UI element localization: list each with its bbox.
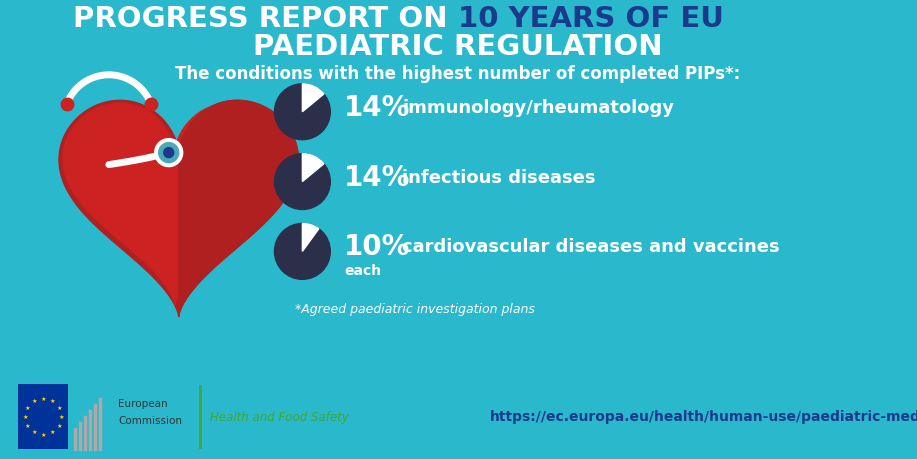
Text: ★: ★ — [56, 406, 61, 410]
Circle shape — [274, 84, 330, 140]
Circle shape — [274, 224, 330, 280]
Text: immunology/rheumatology: immunology/rheumatology — [403, 99, 674, 117]
Text: ★: ★ — [50, 399, 55, 404]
Text: ★: ★ — [25, 424, 30, 429]
Text: European: European — [118, 399, 168, 409]
Text: 10%: 10% — [344, 233, 411, 261]
Text: ★: ★ — [56, 424, 61, 429]
Text: *Agreed paediatric investigation plans: *Agreed paediatric investigation plans — [295, 303, 536, 316]
Text: ★: ★ — [40, 397, 46, 402]
Text: 14%: 14% — [344, 94, 411, 122]
Text: PROGRESS REPORT ON: PROGRESS REPORT ON — [73, 5, 458, 33]
Text: ★: ★ — [31, 430, 38, 435]
Text: Commission: Commission — [118, 416, 182, 426]
Polygon shape — [179, 101, 298, 317]
Text: ★: ★ — [40, 432, 46, 437]
Polygon shape — [63, 103, 286, 305]
Polygon shape — [59, 101, 298, 317]
Text: ★: ★ — [25, 406, 30, 410]
Text: ★: ★ — [31, 399, 38, 404]
Circle shape — [274, 154, 330, 209]
Circle shape — [155, 139, 182, 167]
Text: infectious diseases: infectious diseases — [403, 168, 596, 186]
Text: each: each — [344, 264, 381, 278]
Wedge shape — [303, 154, 324, 182]
Text: 10 YEARS OF EU: 10 YEARS OF EU — [458, 5, 724, 33]
Text: ★: ★ — [59, 414, 64, 420]
Wedge shape — [303, 84, 324, 112]
Text: ★: ★ — [50, 430, 55, 435]
Text: ★: ★ — [23, 414, 28, 420]
Text: PAEDIATRIC REGULATION: PAEDIATRIC REGULATION — [253, 33, 663, 61]
Text: https://ec.europa.eu/health/human-use/paediatric-medicines_en: https://ec.europa.eu/health/human-use/pa… — [490, 410, 917, 424]
FancyBboxPatch shape — [18, 384, 69, 449]
Wedge shape — [303, 224, 319, 252]
Text: Health and Food Safety: Health and Food Safety — [210, 410, 349, 424]
Circle shape — [164, 148, 173, 157]
Circle shape — [159, 143, 179, 162]
Text: cardiovascular diseases and vaccines: cardiovascular diseases and vaccines — [403, 238, 779, 257]
Text: 14%: 14% — [344, 163, 411, 191]
Text: The conditions with the highest number of completed PIPs*:: The conditions with the highest number o… — [175, 65, 741, 83]
